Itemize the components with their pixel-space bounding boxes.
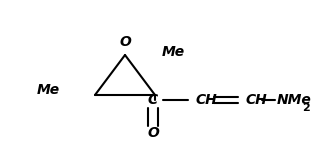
Text: Me: Me — [162, 45, 185, 59]
Text: C: C — [148, 93, 158, 107]
Text: O: O — [147, 126, 159, 140]
Text: O: O — [119, 35, 131, 49]
Text: NMe: NMe — [277, 93, 312, 107]
Text: CH: CH — [246, 93, 268, 107]
Text: 2: 2 — [302, 103, 310, 113]
Text: CH: CH — [196, 93, 218, 107]
Text: Me: Me — [36, 83, 60, 97]
